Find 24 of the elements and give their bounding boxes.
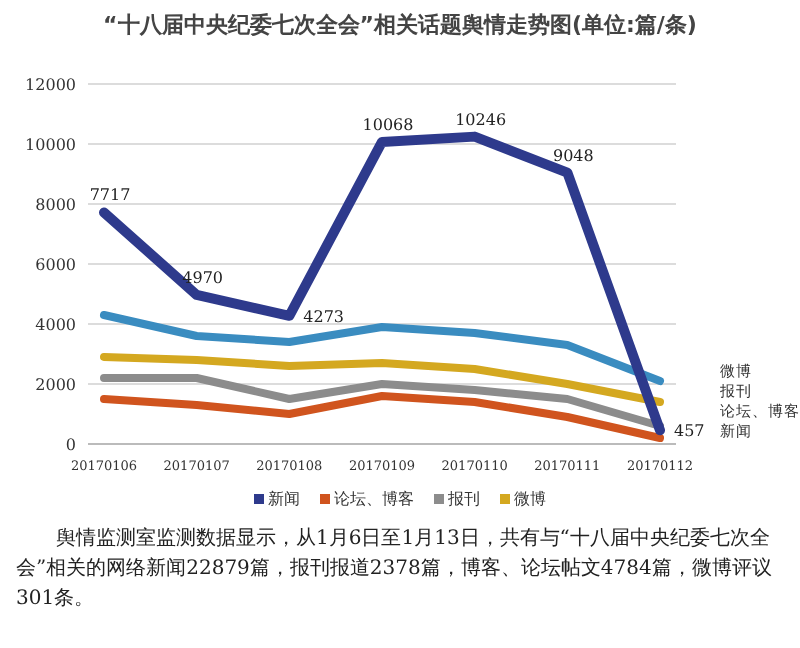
line-series [100,374,664,430]
line-series [100,392,664,442]
y-tick-label: 2000 [35,376,76,394]
y-tick-label: 6000 [35,256,76,274]
data-label: 10068 [362,115,414,134]
legend-label: 报刊 [446,490,480,508]
y-tick-label: 0 [65,436,76,454]
y-tick-label: 10000 [25,136,76,154]
y-tick-label: 4000 [35,316,76,334]
data-label: 7717 [89,186,131,205]
legend-label: 微博 [514,490,546,508]
line-series [100,311,664,385]
data-label: 4970 [182,268,224,287]
text: 舆情监测室监测数据显示，从1月6日至1月13日，共有与“十八届中央纪委七次全会”相关的网络新闻22879篇，报刊报道2378篇，博客、论坛帖文4784篇，微博评议301条。 [14,525,774,614]
y-tick-label: 8000 [35,196,76,214]
line-series [100,353,664,406]
data-label: 10246 [455,110,507,129]
data-label: 4273 [303,307,345,326]
legend-label: 新闻 [268,490,300,508]
data-label: 457 [674,422,705,441]
y-tick-label: 12000 [25,76,76,94]
data-label: 9048 [552,146,594,165]
legend-label: 论坛、博客 [334,490,414,508]
chart-title: “十八届中央纪委七次全会”相关话题舆情走势图(单位:篇/条) [101,10,699,42]
